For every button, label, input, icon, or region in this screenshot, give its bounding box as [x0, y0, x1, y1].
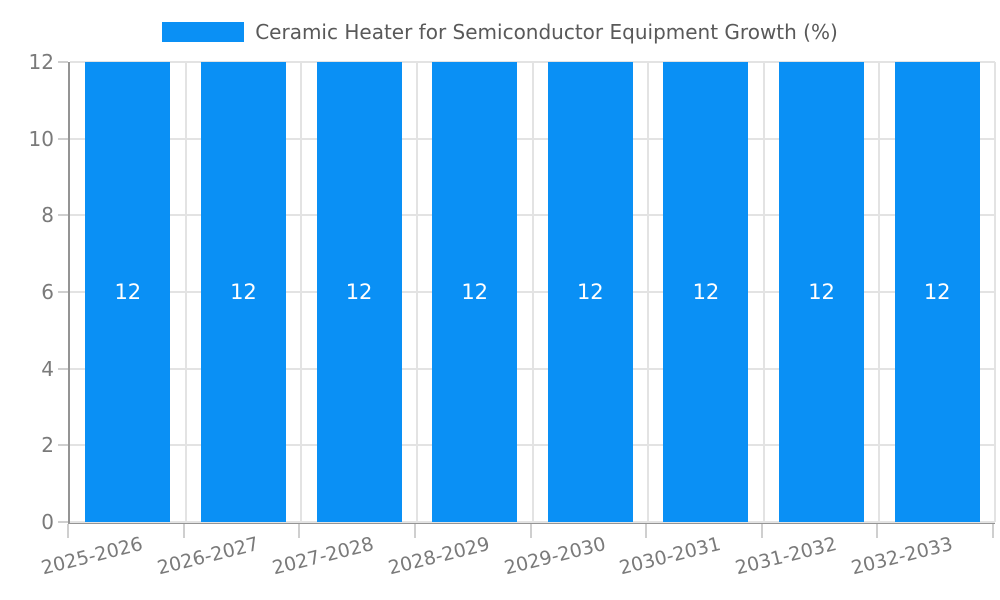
bar-value-label: 12 [345, 280, 373, 304]
bar-value-label: 12 [461, 280, 489, 304]
x-tick-label: 2032-2033 [848, 533, 955, 580]
bar-value-label: 12 [576, 280, 604, 304]
gridline-x [184, 62, 187, 522]
gridline-x [415, 62, 418, 522]
y-tick-mark [58, 521, 68, 523]
gridline-x [994, 62, 996, 522]
x-tick-label: 2025-2026 [39, 533, 146, 580]
y-tick-mark [58, 137, 68, 140]
x-tick-label: 2030-2031 [617, 533, 724, 580]
gridline-x [878, 62, 881, 522]
y-tick-label: 8 [41, 203, 54, 228]
legend-swatch [162, 22, 245, 42]
gridline-x [300, 62, 303, 522]
x-tick-mark [529, 524, 532, 538]
x-tick-label: 2028-2029 [386, 533, 493, 580]
x-tick-mark [67, 524, 69, 538]
y-tick-mark [58, 214, 68, 217]
gridline-x [531, 62, 534, 522]
bar-value-label: 12 [923, 280, 951, 304]
x-tick-label: 2026-2027 [154, 533, 261, 580]
y-tick-mark [58, 61, 68, 63]
bar: 12 [779, 62, 865, 522]
y-tick-label: 0 [41, 510, 54, 534]
legend-label: Ceramic Heater for Semiconductor Equipme… [255, 20, 838, 44]
x-tick-mark [182, 524, 185, 538]
bar: 12 [894, 62, 980, 522]
bar-value-label: 12 [692, 280, 720, 304]
bar-value-label: 12 [114, 280, 142, 304]
bar-value-label: 12 [230, 280, 257, 304]
y-tick-mark [58, 291, 68, 293]
y-tick-label: 2 [41, 433, 54, 458]
bar-value-label: 12 [808, 280, 835, 304]
x-tick-label: 2029-2030 [501, 533, 608, 580]
y-tick-mark [58, 444, 68, 447]
bar: 12 [547, 62, 633, 522]
x-tick-mark [645, 524, 648, 538]
gridline-y [70, 521, 995, 523]
gridline-x [647, 62, 650, 522]
x-tick-label: 2031-2032 [733, 533, 839, 580]
bar: 12 [663, 62, 749, 522]
x-tick-label: 2027-2028 [270, 533, 377, 580]
bar: 12 [432, 62, 518, 522]
y-tick-label: 6 [41, 280, 54, 304]
x-tick-mark [992, 524, 994, 538]
gridline-x [762, 62, 765, 522]
bar: 12 [200, 62, 286, 522]
x-tick-mark [760, 524, 763, 538]
y-tick-label: 10 [28, 126, 54, 151]
plot-area: 12 12 12 12 12 12 12 12 [68, 61, 996, 524]
y-tick-label: 12 [28, 50, 54, 74]
x-tick-mark [413, 524, 416, 538]
bar: 12 [316, 62, 402, 522]
legend: Ceramic Heater for Semiconductor Equipme… [0, 19, 1000, 45]
x-tick-mark [298, 524, 301, 538]
x-tick-mark [876, 524, 879, 538]
bar: 12 [85, 62, 171, 522]
y-tick-mark [58, 367, 68, 370]
y-tick-label: 4 [41, 356, 54, 381]
